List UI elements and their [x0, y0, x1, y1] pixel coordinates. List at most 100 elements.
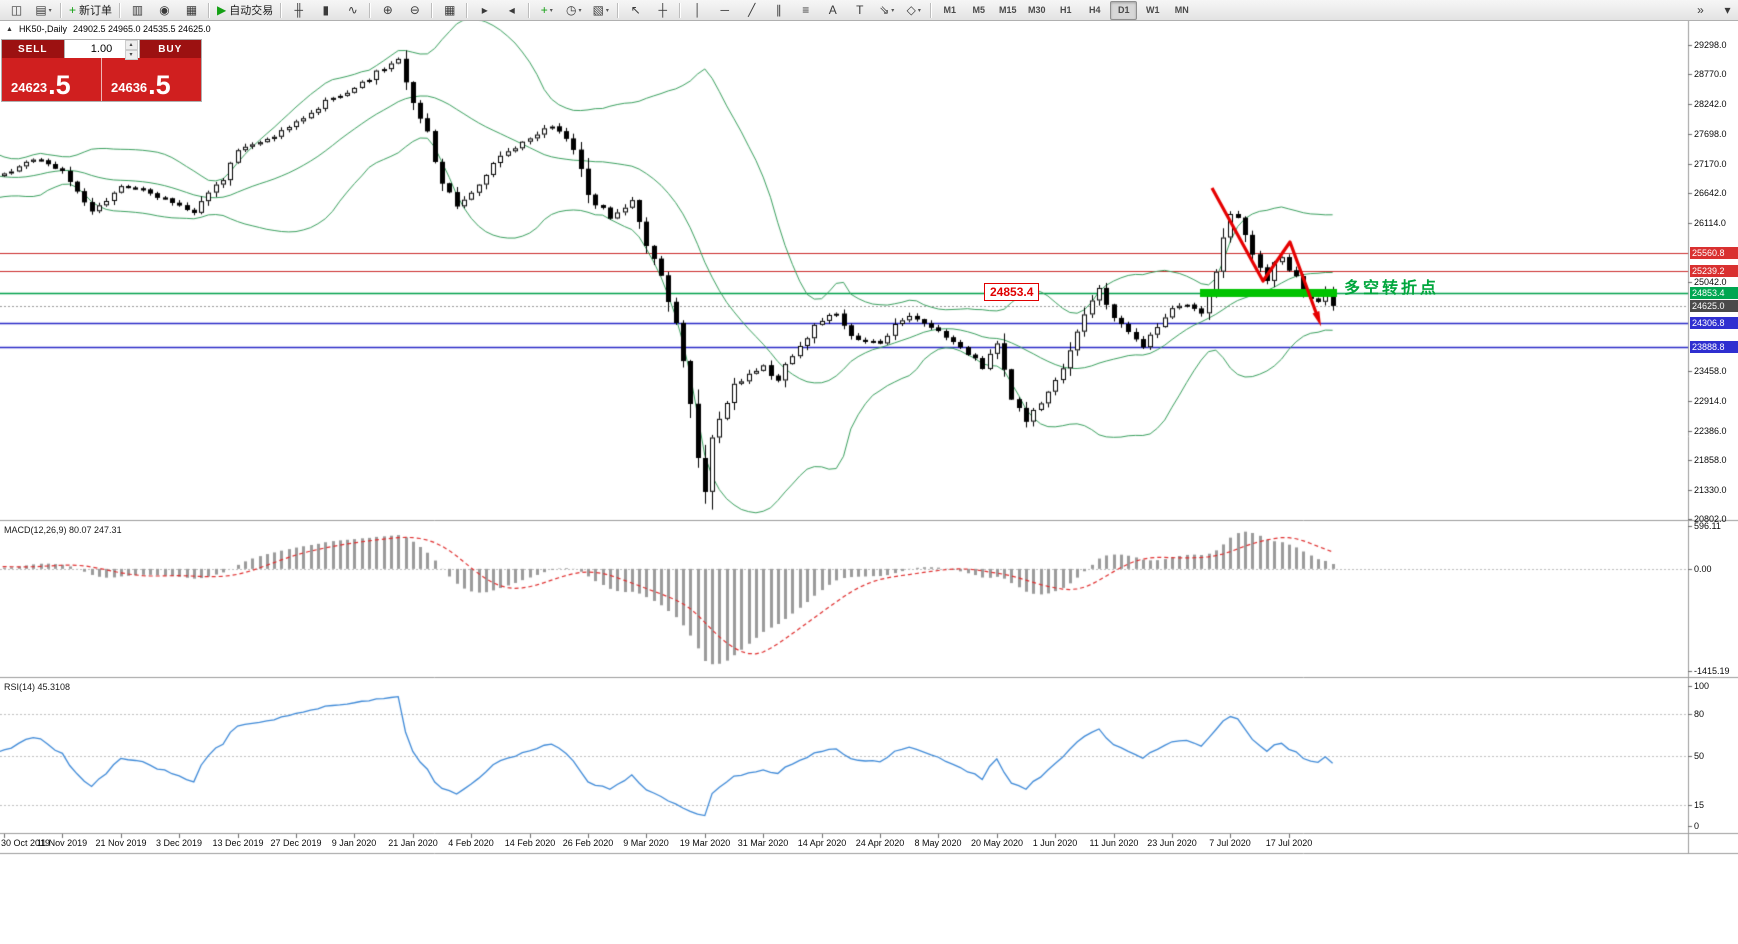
- panel-collapse-icon[interactable]: ▲: [6, 25, 13, 33]
- bar-chart-button[interactable]: ╫: [286, 1, 311, 20]
- new-chart-icon: ◫: [10, 2, 23, 17]
- toolbar-right-group: » ▾: [1687, 1, 1738, 20]
- toolbar-separator: [528, 2, 531, 18]
- periods-icon: ◷: [566, 2, 577, 17]
- new-order-label: 新订单: [79, 5, 113, 17]
- chart-title: ▲ HK50-,Daily 24902.5 24965.0 24535.5 24…: [6, 24, 211, 34]
- candle-chart-icon: ▮: [322, 2, 330, 17]
- buy-header[interactable]: BUY: [139, 40, 201, 58]
- tf-m5[interactable]: M5: [965, 1, 992, 20]
- candle-chart-button[interactable]: ▮: [313, 1, 338, 20]
- templates-dropdown-icon[interactable]: ▾: [605, 7, 609, 14]
- new-order-button[interactable]: + 新订单: [66, 1, 115, 20]
- volume-increase-icon[interactable]: ▴: [124, 40, 138, 50]
- tile-windows-button[interactable]: ▦: [437, 1, 462, 20]
- tf-d1-label: D1: [1117, 5, 1130, 15]
- auto-scroll-icon: ▸: [481, 2, 488, 17]
- tf-h4[interactable]: H4: [1081, 1, 1108, 20]
- toolbar-separator: [280, 2, 283, 18]
- shapes-dropdown-icon[interactable]: ▾: [917, 7, 921, 14]
- tile-windows-icon: ▦: [444, 2, 456, 17]
- zoom-out-button[interactable]: ⊖: [402, 1, 427, 20]
- bar-chart-icon: ╫: [294, 2, 303, 17]
- tf-h1-label: H1: [1059, 5, 1072, 15]
- sell-header[interactable]: SELL: [2, 40, 64, 58]
- text-label-icon: T: [856, 2, 864, 17]
- vertical-line-button[interactable]: │: [685, 1, 710, 20]
- tf-m5-label: M5: [972, 5, 985, 15]
- sell-button[interactable]: 24623.5: [2, 58, 101, 101]
- buy-price: 24636: [111, 80, 148, 95]
- profiles-icon: ▤: [35, 2, 47, 17]
- toolbar-separator: [930, 2, 933, 18]
- turning-point-label[interactable]: 多空转折点: [1344, 280, 1440, 297]
- toolbar-separator: [60, 2, 62, 18]
- new-chart-button[interactable]: ◫: [4, 1, 29, 20]
- templates-button[interactable]: ▧ ▾: [588, 1, 613, 20]
- tf-m1[interactable]: M1: [936, 1, 963, 20]
- horizontal-line-button[interactable]: ─: [712, 1, 737, 20]
- tf-m15-label: M15: [998, 5, 1017, 15]
- zoom-in-icon: ⊕: [382, 2, 393, 17]
- tf-h1[interactable]: H1: [1052, 1, 1079, 20]
- profiles-dropdown-icon[interactable]: ▾: [48, 7, 52, 14]
- volume-decrease-icon[interactable]: ▾: [124, 50, 138, 60]
- terminal-button[interactable]: ▦: [179, 1, 204, 20]
- equidistant-channel-button[interactable]: ∥: [766, 1, 791, 20]
- data-window-button[interactable]: ◉: [152, 1, 177, 20]
- trendline-button[interactable]: ╱: [739, 1, 764, 20]
- symbol-timeframe: HK50-,Daily: [18, 24, 67, 34]
- price-level-flag[interactable]: 24853.4: [984, 283, 1040, 301]
- tf-m15[interactable]: M15: [994, 1, 1021, 20]
- text-button[interactable]: A: [820, 1, 845, 20]
- tf-w1[interactable]: W1: [1139, 1, 1166, 20]
- fibonacci-icon: ≡: [802, 2, 810, 17]
- line-chart-button[interactable]: ∿: [340, 1, 365, 20]
- toolbar-separator: [119, 2, 122, 18]
- shapes-button[interactable]: ◇ ▾: [901, 1, 926, 20]
- chart-shift-button[interactable]: ◂: [499, 1, 524, 20]
- cursor-button[interactable]: ↖: [623, 1, 648, 20]
- market-watch-button[interactable]: ▥: [125, 1, 150, 20]
- tf-mn[interactable]: MN: [1168, 1, 1195, 20]
- tf-w1-label: W1: [1146, 5, 1160, 15]
- indicators-dropdown-icon[interactable]: ▾: [549, 7, 553, 14]
- toolbar-separator: [466, 2, 469, 18]
- volume-stepper: ▴ ▾: [124, 40, 138, 60]
- zoom-out-icon: ⊖: [409, 2, 420, 17]
- arrows-icon: ⇘: [879, 2, 890, 17]
- templates-icon: ▧: [592, 2, 604, 17]
- periods-button[interactable]: ◷ ▾: [561, 1, 586, 20]
- rsi-indicator-label: RSI(14) 45.3108: [4, 682, 71, 692]
- terminal-icon: ▦: [185, 2, 198, 17]
- volume-field[interactable]: 1.00 ▴ ▾: [63, 40, 140, 60]
- indicators-icon: +: [540, 2, 548, 17]
- one-click-trading-panel: SELL 1.00 ▴ ▾ BUY 24623.5 24636.5: [2, 40, 201, 101]
- arrows-dropdown-icon[interactable]: ▾: [891, 7, 895, 14]
- horizontal-line-icon: ─: [720, 2, 729, 17]
- sell-price: 24623: [11, 80, 48, 95]
- crosshair-button[interactable]: ┼: [650, 1, 675, 20]
- toolbar-customize-button[interactable]: ▾: [1715, 1, 1738, 20]
- market-watch-icon: ▥: [131, 2, 144, 17]
- indicators-button[interactable]: + ▾: [534, 1, 559, 20]
- auto-scroll-button[interactable]: ▸: [472, 1, 497, 20]
- text-label-button[interactable]: T: [847, 1, 872, 20]
- buy-price-fraction: .5: [148, 70, 171, 100]
- tf-d1[interactable]: D1: [1110, 0, 1138, 20]
- zoom-in-button[interactable]: ⊕: [375, 1, 400, 20]
- text-icon: A: [828, 2, 837, 17]
- fibonacci-button[interactable]: ≡: [793, 1, 818, 20]
- vertical-line-icon: │: [694, 2, 702, 17]
- toolbar-more-button[interactable]: »: [1688, 1, 1713, 20]
- buy-button[interactable]: 24636.5: [101, 58, 201, 101]
- equidistant-channel-icon: ∥: [775, 2, 782, 17]
- tf-m30[interactable]: M30: [1023, 1, 1050, 20]
- arrows-button[interactable]: ⇘ ▾: [874, 1, 899, 20]
- profiles-button[interactable]: ▤ ▾: [31, 1, 56, 20]
- auto-trading-button[interactable]: ▶ 自动交易: [214, 1, 276, 20]
- toolbar-separator: [679, 2, 682, 18]
- periods-dropdown-icon[interactable]: ▾: [578, 7, 582, 14]
